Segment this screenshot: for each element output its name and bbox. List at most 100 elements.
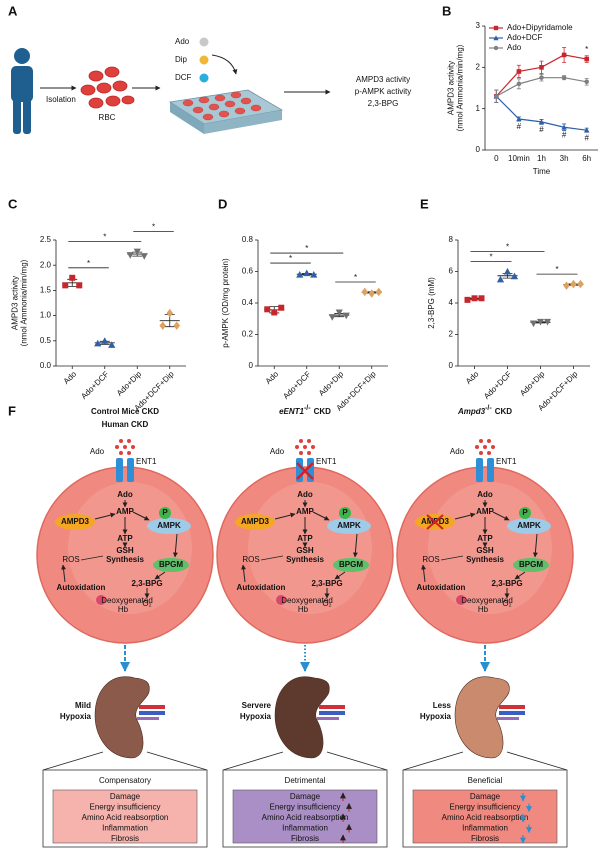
annotation: # bbox=[539, 125, 544, 134]
diagram-column: eENT1-/- CKD Ado ENT1 Ado AMP AMPD3 AMPK P ATP GSH… bbox=[216, 405, 394, 848]
treatment-dot bbox=[199, 73, 209, 83]
data-point bbox=[342, 312, 350, 320]
data-point bbox=[561, 52, 567, 58]
data-point bbox=[510, 272, 519, 280]
outcome-item: Amino Acid reabsorption bbox=[82, 813, 169, 822]
diagram-label: AMPK bbox=[337, 521, 361, 530]
diagram-label: Ado bbox=[270, 447, 285, 456]
enzyme bbox=[507, 518, 551, 534]
diagram-label: 2,3-BPG bbox=[491, 579, 522, 588]
adenosine-dot bbox=[487, 451, 491, 455]
y-tick-label: 2.0 bbox=[40, 260, 52, 269]
diagram-label: Hypoxia bbox=[240, 712, 272, 721]
diagram-label: ATP bbox=[297, 534, 313, 543]
diagram-label: AMPD3 bbox=[61, 517, 90, 526]
y-tick-label: 0 bbox=[476, 145, 481, 154]
y-tick-label: 0 bbox=[449, 361, 454, 370]
kidney bbox=[274, 676, 330, 759]
diagram-label: Autoxidation bbox=[237, 583, 286, 592]
y-tick-label: 4 bbox=[449, 298, 454, 307]
x-tick-label: Ado bbox=[464, 369, 481, 386]
adenosine-dot bbox=[311, 445, 315, 449]
adenosine-dot bbox=[299, 451, 303, 455]
data-point bbox=[76, 282, 83, 289]
y-tick-label: 0.8 bbox=[242, 235, 254, 244]
title-suffix: CKD bbox=[314, 407, 332, 416]
x-tick-label: 0 bbox=[494, 154, 499, 163]
y-tick-label: 0.0 bbox=[40, 361, 52, 370]
block-mark bbox=[296, 462, 314, 480]
panel-letter: A bbox=[8, 3, 18, 18]
transporter bbox=[127, 458, 134, 482]
x-tick-label: Ado+Dip bbox=[518, 369, 547, 398]
treatment-label: Dip bbox=[175, 55, 188, 64]
diagram-label: BPGM bbox=[159, 560, 183, 569]
x-tick-label: Ado+DCF bbox=[79, 369, 110, 400]
adenosine-dot bbox=[123, 445, 127, 449]
diagram-label: Servere bbox=[242, 701, 272, 710]
renal-vessel bbox=[137, 717, 159, 720]
diagram-label: ROS bbox=[422, 555, 439, 564]
diagram-label: GSH bbox=[476, 546, 494, 555]
data-point bbox=[173, 321, 181, 330]
hemoglobin-icon bbox=[456, 595, 466, 605]
outcome-box bbox=[412, 789, 558, 844]
annotation: # bbox=[584, 133, 589, 142]
adenosine-dot bbox=[491, 445, 495, 449]
significance-label: * bbox=[103, 233, 106, 242]
significance-label: * bbox=[489, 253, 492, 262]
y-tick-label: 0 bbox=[249, 361, 254, 370]
arrow bbox=[154, 571, 166, 580]
diagram-label: Less bbox=[433, 701, 452, 710]
data-point bbox=[296, 271, 304, 278]
data-point bbox=[503, 267, 512, 275]
zoom-lines bbox=[402, 751, 568, 771]
diagram-label: Ado bbox=[477, 490, 493, 499]
panel-letter: D bbox=[218, 196, 227, 211]
outcome-box bbox=[232, 789, 378, 844]
enzyme bbox=[327, 518, 371, 534]
arrow bbox=[241, 564, 247, 583]
hemoglobin-icon bbox=[96, 595, 106, 605]
diagram-label: Hypoxia bbox=[420, 712, 452, 721]
diagram-label: Deoxygenated bbox=[101, 596, 153, 605]
y-tick-label: 0.6 bbox=[242, 267, 254, 276]
arrow bbox=[211, 54, 238, 75]
diagram-label: ENT1 bbox=[496, 457, 517, 466]
diagram-label: ROS bbox=[62, 555, 79, 564]
arrow bbox=[132, 511, 150, 521]
outcome-item: Inflammation bbox=[282, 824, 328, 833]
x-tick-label: 10min bbox=[508, 154, 530, 163]
outcome-item: Damage bbox=[290, 792, 321, 801]
significance-label: * bbox=[152, 223, 155, 232]
adenosine-dot bbox=[483, 445, 487, 449]
adenosine-dot bbox=[127, 451, 131, 455]
y-tick-label: 1.0 bbox=[40, 311, 52, 320]
panel-a: A Isolation RBC Ado Dip DCF bbox=[8, 3, 411, 134]
significance-label: * bbox=[289, 254, 292, 263]
y-tick-label: 3 bbox=[476, 21, 481, 30]
readout: 2,3-BPG bbox=[368, 99, 399, 108]
title-superscript: -/- bbox=[485, 405, 492, 412]
adenosine-dot bbox=[119, 451, 123, 455]
legend-marker bbox=[493, 45, 499, 51]
outcome-item: Inflammation bbox=[102, 824, 148, 833]
data-point bbox=[478, 295, 485, 302]
zoom-lines bbox=[42, 751, 208, 771]
diagram-label: Autoxidation bbox=[417, 583, 466, 592]
data-point bbox=[516, 69, 522, 74]
y-axis-label: AMPD3 activity bbox=[447, 61, 456, 115]
readout: p-AMPK activity bbox=[355, 87, 411, 96]
data-point bbox=[126, 252, 134, 259]
arrow bbox=[334, 571, 346, 580]
enzyme bbox=[235, 514, 275, 530]
adenosine-dot bbox=[475, 445, 479, 449]
data-point bbox=[561, 75, 567, 80]
x-tick-label: Ado+DCF bbox=[482, 369, 513, 400]
arrow bbox=[454, 512, 476, 520]
arrow bbox=[94, 512, 116, 520]
diagram-label: Ado bbox=[297, 490, 313, 499]
data-point bbox=[361, 287, 369, 297]
